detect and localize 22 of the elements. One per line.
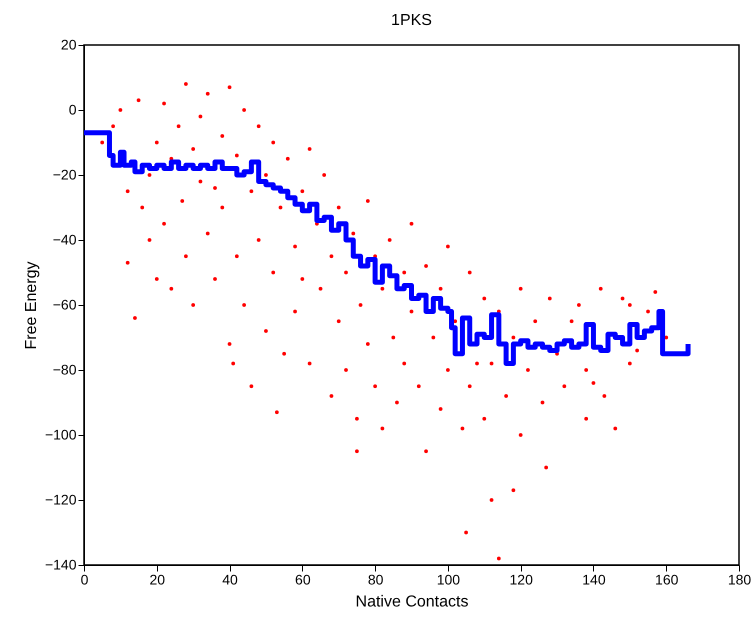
x-tick-label: 160: [655, 572, 679, 588]
y-tick-label: −80: [52, 362, 77, 378]
x-tick-label: 140: [582, 572, 606, 588]
y-tick-label: 0: [68, 102, 77, 118]
x-tick-label: 0: [80, 572, 89, 588]
y-tick-label: −60: [52, 296, 77, 312]
x-tick-label: 100: [436, 572, 460, 588]
x-axis-title: Native Contacts: [356, 594, 468, 610]
y-axis-title: Free Energy: [22, 261, 40, 350]
x-tick-label: 60: [295, 572, 311, 588]
chart-title: 1PKS: [391, 12, 432, 29]
x-tick-label: 20: [149, 572, 166, 588]
y-tick-label: −100: [44, 426, 77, 442]
y-tick-label: −20: [52, 166, 77, 182]
y-tick-label: 20: [60, 36, 77, 52]
x-tick-label: 180: [728, 572, 752, 588]
y-tick-label: −120: [44, 492, 77, 508]
x-tick-label: 120: [509, 572, 534, 588]
x-tick-label: 80: [368, 572, 384, 588]
y-tick-label: −40: [52, 232, 77, 248]
x-tick-label: 40: [222, 572, 238, 588]
y-tick-label: −140: [44, 556, 77, 572]
